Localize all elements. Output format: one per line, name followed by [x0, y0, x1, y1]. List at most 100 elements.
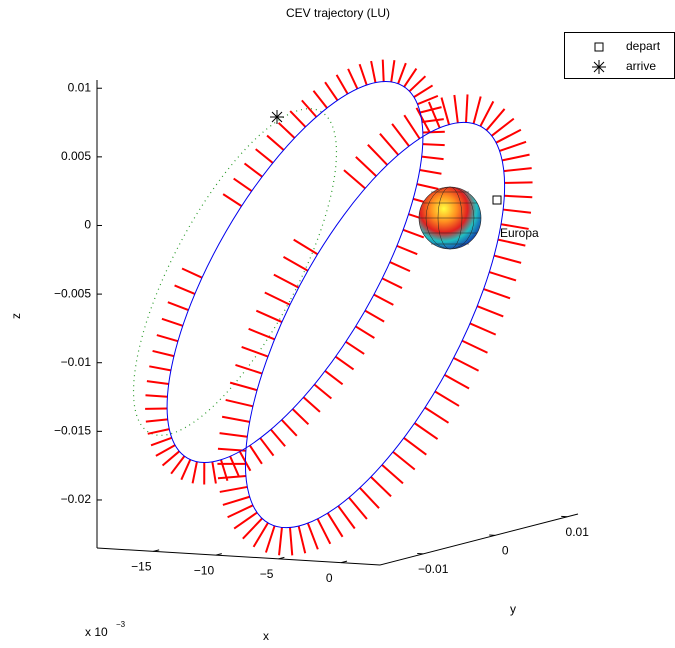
attitude-vector — [381, 464, 404, 485]
attitude-vector — [324, 370, 344, 386]
attitude-vector — [493, 254, 522, 264]
attitude-vector — [181, 267, 203, 279]
dotted-orbit — [132, 108, 338, 436]
attitude-vector — [152, 349, 175, 358]
legend-marker — [592, 60, 606, 74]
attitude-vector — [355, 325, 375, 339]
attitude-vector — [364, 309, 385, 323]
europa: Europa — [418, 186, 539, 250]
attitude-vector — [337, 505, 356, 530]
attitude-vector — [465, 94, 469, 123]
attitude-vector — [288, 527, 294, 556]
attitude-vector — [302, 396, 321, 413]
x-tick-label: −10 — [194, 563, 215, 577]
attitude-vector — [503, 208, 532, 214]
y-tick-label: −0.01 — [418, 562, 449, 576]
attitude-vector — [390, 60, 396, 83]
attitude-vector — [472, 96, 482, 124]
attitude-vector — [145, 418, 168, 423]
chart-title: CEV trajectory (LU) — [286, 6, 390, 20]
attitude-vector — [402, 228, 425, 239]
attitude-vector — [180, 459, 192, 481]
legend-box — [564, 32, 675, 79]
legend-marker — [594, 42, 604, 52]
attitude-vector — [501, 153, 530, 162]
annotation: Europa — [500, 226, 539, 240]
x-tick-label: −15 — [131, 560, 152, 574]
attitude-vector — [255, 148, 274, 164]
legend: depart arrive — [564, 32, 675, 79]
attitude-vector — [381, 59, 385, 82]
attitude-vector — [416, 183, 439, 190]
attitude-vector — [497, 238, 526, 247]
attitude-vector — [252, 522, 269, 548]
attitude-vector — [403, 437, 427, 456]
attitude-vector — [291, 408, 310, 426]
x-axis-label: x — [263, 629, 269, 643]
z-tick-label: −0.02 — [61, 492, 92, 506]
legend-label: depart — [626, 39, 661, 53]
attitude-vector — [145, 394, 168, 398]
attitude-vector — [264, 291, 291, 306]
attitude-vector — [444, 374, 470, 390]
z-tick-label: 0 — [84, 218, 91, 232]
attitude-vector — [396, 244, 418, 256]
attitude-vector — [347, 68, 359, 90]
attitude-vector — [227, 504, 254, 519]
attitude-vector — [499, 140, 527, 152]
trajectory — [132, 59, 533, 556]
attitude-vector — [156, 334, 179, 343]
attitude-vector — [255, 309, 283, 323]
attitude-vector — [249, 444, 263, 465]
attitude-vector — [358, 63, 368, 86]
attitude-vector — [264, 525, 276, 553]
attitude-vectors — [145, 59, 533, 556]
attitude-vector — [161, 450, 180, 467]
attitude-vector — [301, 99, 318, 118]
attitude-vector — [476, 305, 504, 318]
attitude-vector — [155, 444, 176, 457]
attitude-vector — [469, 322, 497, 336]
x-tick-label: 0 — [326, 571, 333, 585]
attitude-vector — [370, 476, 392, 498]
attitude-vector — [391, 123, 410, 147]
y-axis — [379, 513, 579, 566]
attitude-vector — [419, 169, 442, 175]
x-tick — [278, 556, 285, 560]
attitude-vector — [229, 381, 258, 392]
attitude-vector — [191, 461, 198, 484]
attitude-vector — [282, 256, 309, 272]
x-axis — [96, 547, 381, 566]
arrive-marker — [270, 110, 284, 124]
attitude-vector — [403, 114, 421, 140]
attitude-vector — [266, 134, 285, 151]
attitude-vector — [312, 90, 328, 109]
attitude-vector — [229, 455, 240, 477]
attitude-vector — [278, 527, 283, 556]
attitude-vector — [403, 67, 418, 88]
attitude-vector — [345, 340, 365, 355]
attitude-vector — [421, 155, 444, 161]
attitude-vector — [422, 130, 445, 134]
attitude-vector — [242, 517, 263, 540]
attitude-vector — [379, 133, 400, 156]
attitude-vector — [233, 177, 253, 192]
attitude-vector — [408, 75, 427, 93]
y-tick-label: 0.01 — [566, 525, 590, 539]
attitude-vector — [277, 122, 296, 139]
attitude-vector — [427, 101, 441, 129]
attitude-vector — [161, 317, 184, 327]
attitude-vector — [306, 522, 319, 550]
attitude-vector — [485, 108, 506, 131]
attitude-vector — [500, 223, 529, 230]
attitude-vector — [280, 419, 298, 437]
orbit-2 — [244, 121, 506, 529]
attitude-vector — [381, 277, 403, 289]
attitude-vector — [222, 193, 243, 207]
z-tick-label: −0.005 — [54, 286, 91, 300]
attitude-vector — [479, 100, 495, 127]
attitude-vector — [343, 169, 366, 190]
attitude-vector — [392, 451, 416, 471]
attitude-vector — [348, 496, 368, 520]
